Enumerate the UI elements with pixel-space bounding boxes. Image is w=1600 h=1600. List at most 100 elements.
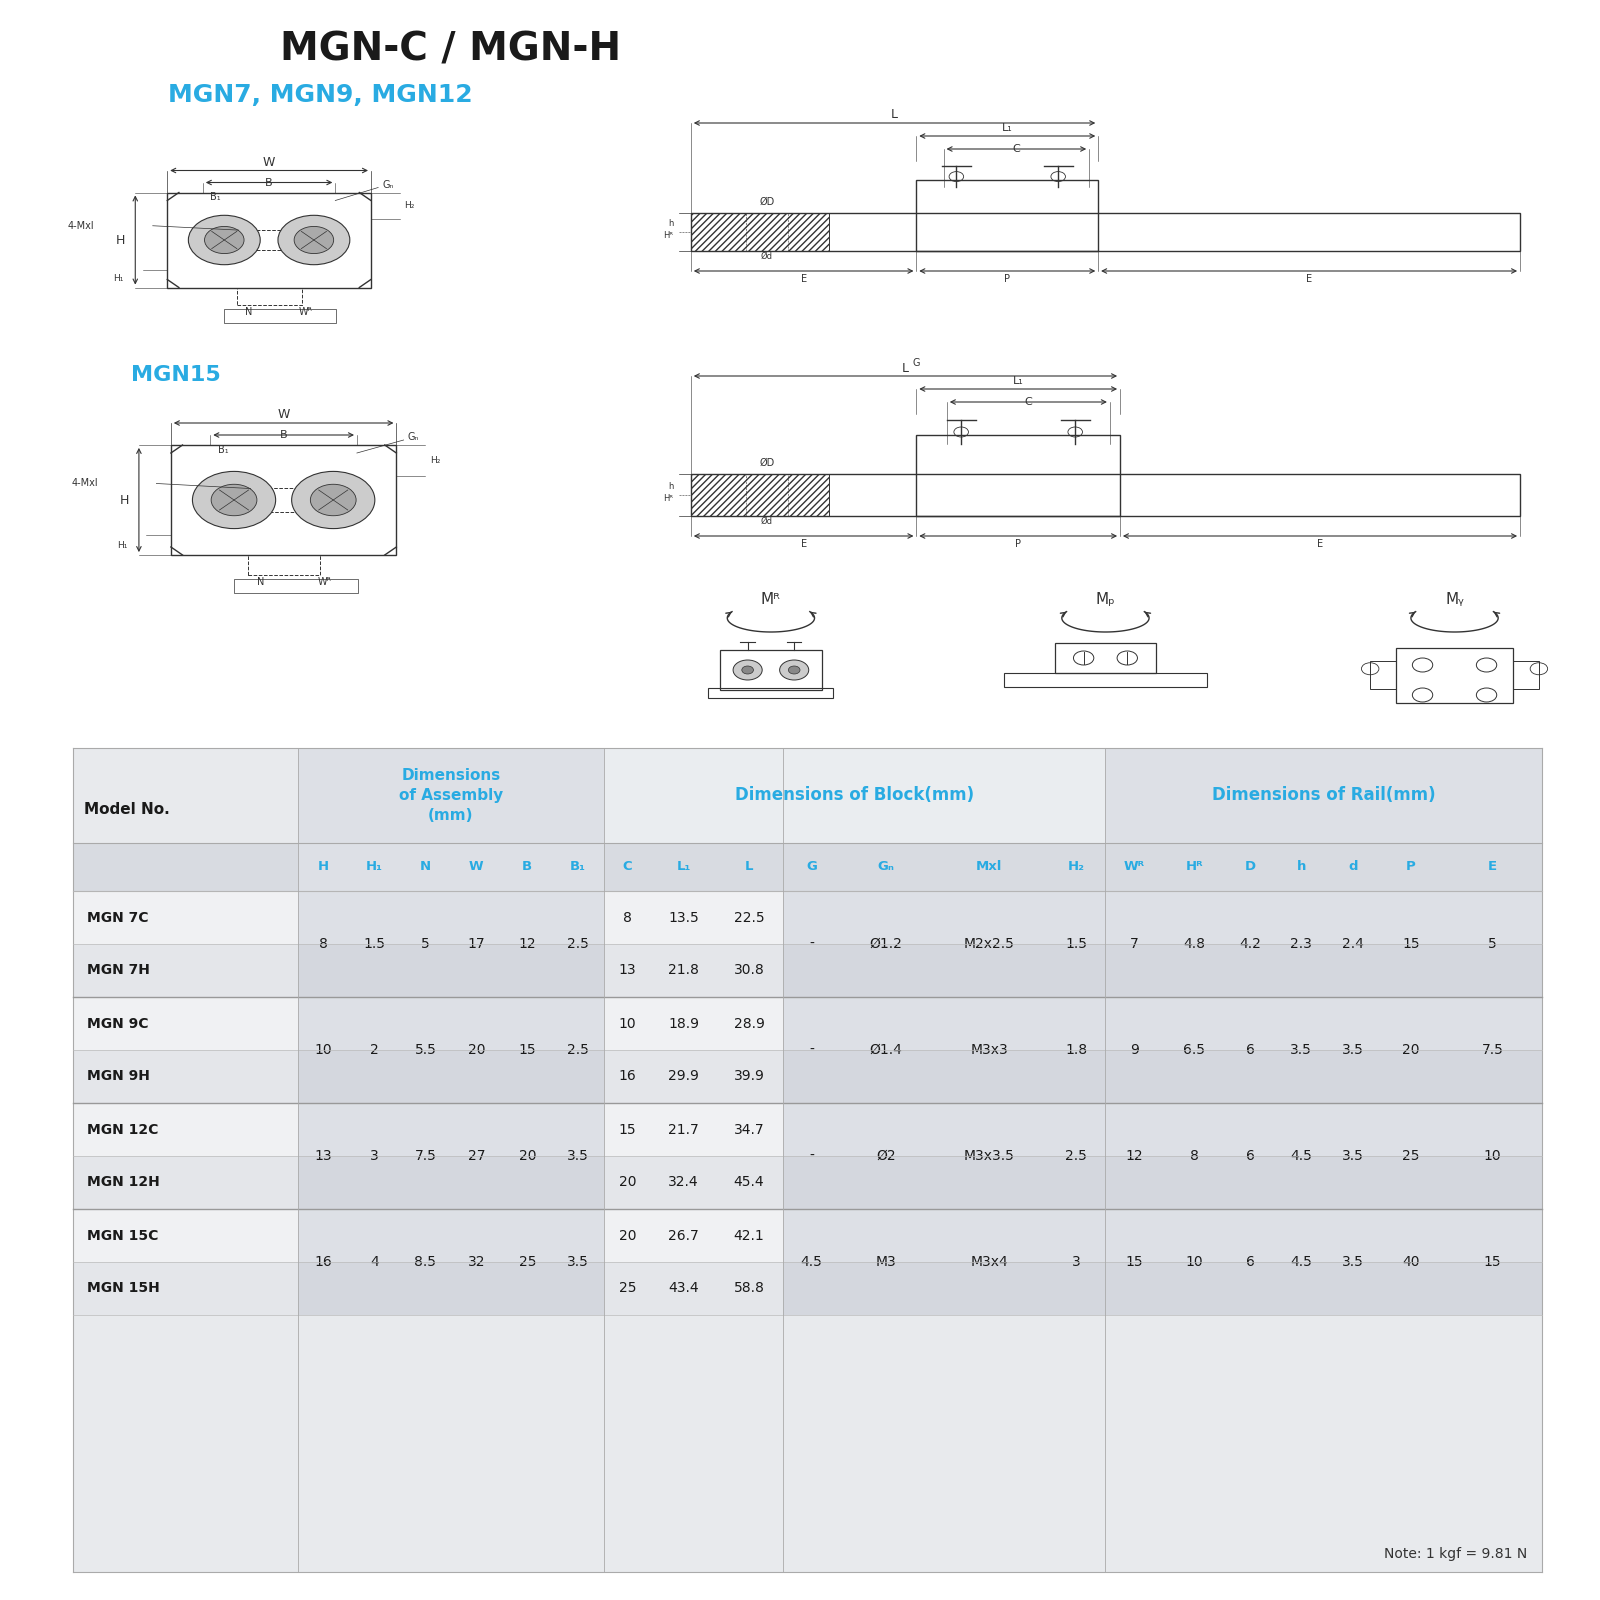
Text: 22.5: 22.5: [734, 910, 765, 925]
Text: W: W: [277, 408, 290, 421]
Text: H: H: [117, 234, 125, 246]
Text: 20: 20: [1402, 1043, 1419, 1058]
Text: 27: 27: [467, 1149, 485, 1163]
Text: E: E: [800, 274, 806, 285]
Text: B: B: [522, 861, 533, 874]
Text: P: P: [1005, 274, 1010, 285]
Text: G: G: [912, 358, 920, 368]
Text: 2.5: 2.5: [568, 1043, 589, 1058]
Text: MGN15: MGN15: [131, 365, 221, 386]
Text: -: -: [810, 1043, 814, 1058]
Bar: [691, 213, 829, 251]
Bar: [298, 944, 603, 997]
Text: H₂: H₂: [1067, 861, 1085, 874]
Text: Model No.: Model No.: [85, 802, 170, 818]
Text: 30.8: 30.8: [734, 963, 765, 978]
Text: 15: 15: [1402, 938, 1419, 950]
Bar: [298, 1262, 603, 1315]
Bar: [72, 891, 1542, 944]
Text: 10: 10: [1186, 1254, 1203, 1269]
Text: P: P: [1406, 861, 1416, 874]
Circle shape: [291, 472, 374, 528]
Text: Mxl: Mxl: [976, 861, 1002, 874]
Text: 32.4: 32.4: [669, 1176, 699, 1189]
Text: 1.5: 1.5: [363, 938, 386, 950]
Bar: [691, 213, 1520, 251]
Bar: [298, 843, 603, 891]
Text: M3x3: M3x3: [970, 1043, 1008, 1058]
Bar: [234, 579, 358, 592]
Text: 10: 10: [315, 1043, 333, 1058]
Text: 32: 32: [467, 1254, 485, 1269]
Text: L: L: [891, 109, 898, 122]
Text: Mᴿ: Mᴿ: [762, 592, 781, 608]
Text: 8: 8: [1190, 1149, 1198, 1163]
Text: 3.5: 3.5: [1290, 1043, 1312, 1058]
Text: 4.8: 4.8: [1182, 938, 1205, 950]
Bar: [298, 1050, 603, 1102]
Text: B: B: [280, 430, 288, 440]
Text: 25: 25: [518, 1254, 536, 1269]
Text: 8.5: 8.5: [414, 1254, 437, 1269]
Text: MGN-C / MGN-H: MGN-C / MGN-H: [280, 30, 621, 69]
Bar: [782, 1155, 1106, 1210]
Text: MGN 7H: MGN 7H: [88, 963, 150, 978]
Bar: [298, 1210, 603, 1262]
Text: 3: 3: [1072, 1254, 1080, 1269]
Text: P: P: [1014, 539, 1021, 549]
Bar: [171, 445, 397, 555]
Text: MGN 15C: MGN 15C: [88, 1229, 158, 1243]
Text: M2x2.5: M2x2.5: [963, 938, 1014, 950]
Bar: [1106, 749, 1542, 843]
Bar: [1512, 661, 1539, 688]
Text: 13: 13: [315, 1149, 333, 1163]
Text: 4.5: 4.5: [1290, 1254, 1312, 1269]
Text: H₁: H₁: [117, 541, 128, 549]
Text: L₁: L₁: [677, 861, 691, 874]
Bar: [298, 1155, 603, 1210]
Bar: [72, 749, 1542, 1571]
Bar: [72, 997, 1542, 1050]
Text: Ø1.2: Ø1.2: [869, 938, 902, 950]
Text: 15: 15: [619, 1123, 637, 1136]
Bar: [248, 555, 320, 574]
Text: 13: 13: [619, 963, 637, 978]
Text: Ø2: Ø2: [877, 1149, 896, 1163]
Text: MGN 12H: MGN 12H: [88, 1176, 160, 1189]
Text: 40: 40: [1402, 1254, 1419, 1269]
Bar: [218, 488, 349, 512]
Text: MGN 9H: MGN 9H: [88, 1069, 150, 1083]
Bar: [224, 309, 336, 323]
Bar: [72, 1262, 1542, 1315]
Text: 29.9: 29.9: [669, 1069, 699, 1083]
Text: Wᴿ: Wᴿ: [1123, 861, 1146, 874]
Bar: [691, 474, 1520, 515]
Text: Ø1.4: Ø1.4: [869, 1043, 902, 1058]
Text: Hᴿ: Hᴿ: [664, 230, 674, 240]
Text: 15: 15: [518, 1043, 536, 1058]
Bar: [917, 179, 1098, 251]
Text: Gₙ: Gₙ: [877, 861, 894, 874]
Text: 34.7: 34.7: [734, 1123, 765, 1136]
Text: Wᴿ: Wᴿ: [317, 576, 331, 587]
Text: 7.5: 7.5: [1482, 1043, 1504, 1058]
Bar: [1370, 661, 1397, 688]
Bar: [1397, 648, 1512, 702]
Text: N: N: [245, 307, 253, 317]
Text: M3x4: M3x4: [970, 1254, 1008, 1269]
Text: 4.2: 4.2: [1240, 938, 1261, 950]
Text: L₁: L₁: [1013, 376, 1024, 386]
Text: 25: 25: [1402, 1149, 1419, 1163]
Bar: [298, 997, 603, 1050]
Text: 58.8: 58.8: [734, 1282, 765, 1296]
Text: MGN 15H: MGN 15H: [88, 1282, 160, 1296]
Bar: [72, 944, 1542, 997]
Text: 21.7: 21.7: [669, 1123, 699, 1136]
Text: 1.8: 1.8: [1066, 1043, 1088, 1058]
Text: 4.5: 4.5: [1290, 1149, 1312, 1163]
Text: L: L: [746, 861, 754, 874]
Text: 26.7: 26.7: [669, 1229, 699, 1243]
Text: 4.5: 4.5: [800, 1254, 822, 1269]
Bar: [917, 435, 1120, 515]
Text: 3.5: 3.5: [568, 1149, 589, 1163]
